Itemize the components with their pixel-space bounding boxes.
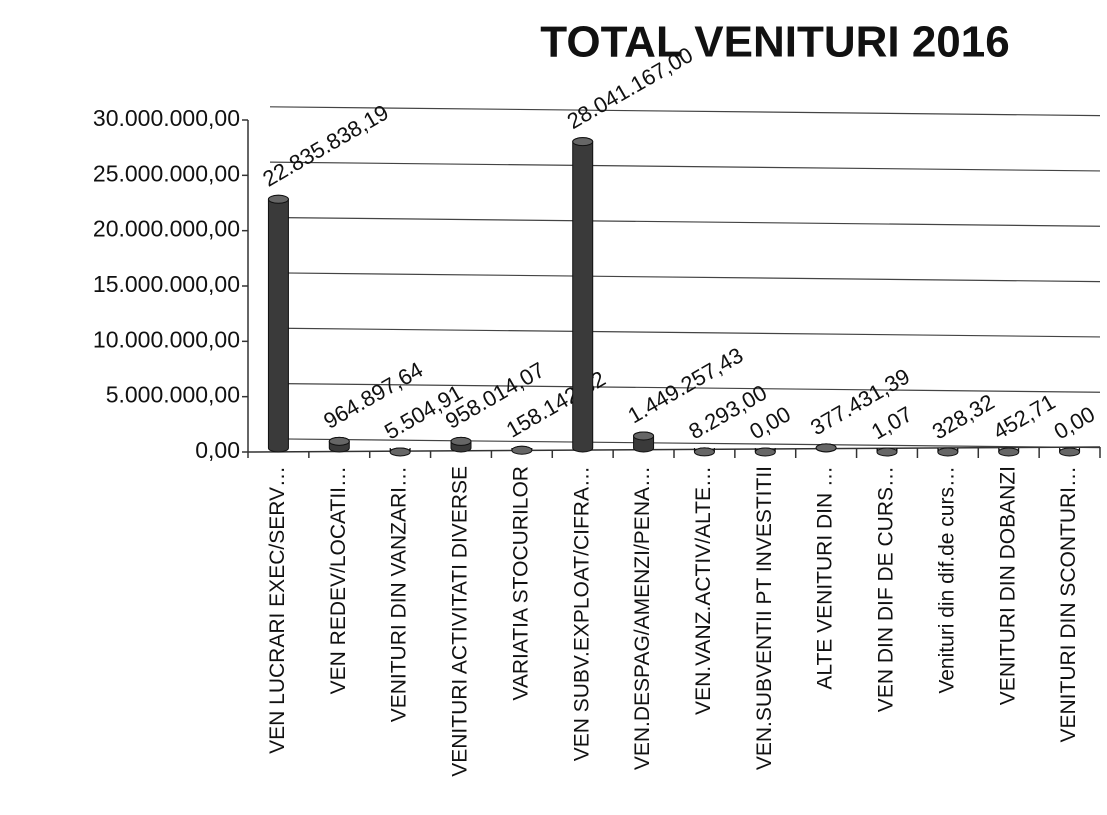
x-tick-label: VEN.SUBVENTII PT INVESTITII — [753, 466, 776, 770]
x-tick-label: VEN SUBV.EXPLOAT/CIFRA… — [570, 466, 593, 761]
grid-line — [269, 327, 1101, 338]
y-tick-label: 10.000.000,00 — [93, 326, 240, 352]
bar-top — [389, 447, 411, 457]
chart-title: TOTAL VENITURI 2016 — [540, 18, 1009, 67]
x-tick-label: ALTE VENITURI DIN … — [814, 466, 837, 690]
grid-line — [269, 106, 1101, 117]
x-tick-label: VEN DIN DIF DE CURS… — [875, 466, 898, 712]
bar-top — [1059, 447, 1081, 457]
bar-top — [876, 447, 898, 457]
grid-line — [269, 438, 1101, 449]
x-tick-label: VARIATIA STOCURILOR — [509, 466, 532, 701]
bar-top — [754, 447, 776, 457]
bar-top — [511, 445, 533, 455]
bar-top — [815, 443, 837, 453]
x-tick-label: VEN.DESPAG/AMENZI/PENA… — [631, 466, 654, 770]
grid-line — [269, 161, 1101, 172]
x-tick-label: VENITURI ACTIVITATI DIVERSE — [449, 466, 472, 777]
y-tick-label: 20.000.000,00 — [93, 216, 240, 242]
y-tick-label: 30.000.000,00 — [93, 105, 240, 131]
x-tick-label: VENITURI DIN VANZARI… — [388, 466, 411, 722]
x-tick-label: Venituri din dif.de curs… — [935, 466, 958, 694]
y-tick-label: 0,00 — [195, 437, 240, 463]
bar — [267, 194, 289, 453]
bar-top — [937, 447, 959, 457]
y-tick-label: 15.000.000,00 — [93, 271, 240, 297]
x-tick-label: VEN LUCRARI EXEC/SERV… — [266, 466, 289, 754]
y-tick-label: 25.000.000,00 — [93, 160, 240, 186]
grid-line — [269, 216, 1101, 227]
value-label: 22.835.838,19 — [258, 100, 392, 192]
bar-top — [572, 137, 594, 147]
x-tick-label: VEN.VANZ.ACTIV/ALTE… — [692, 466, 715, 715]
value-label: 328,32 — [928, 389, 999, 444]
x-tick-label: VENITURI DIN SCONTURI… — [1057, 466, 1080, 743]
bar-top — [450, 436, 472, 446]
x-tick-label: VEN REDEV/LOCATII… — [327, 466, 350, 694]
bar-top — [998, 447, 1020, 457]
bar-top — [267, 194, 289, 204]
bar — [572, 137, 594, 453]
bar-top — [693, 447, 715, 457]
x-tick-label: VENITURI DIN DOBANZI — [996, 466, 1019, 705]
grid-line — [269, 382, 1101, 393]
bar-top — [633, 431, 655, 441]
bar-top — [328, 436, 350, 446]
grid-line — [269, 272, 1101, 283]
y-tick-label: 5.000.000,00 — [106, 382, 240, 408]
value-label: 452,71 — [989, 389, 1060, 444]
